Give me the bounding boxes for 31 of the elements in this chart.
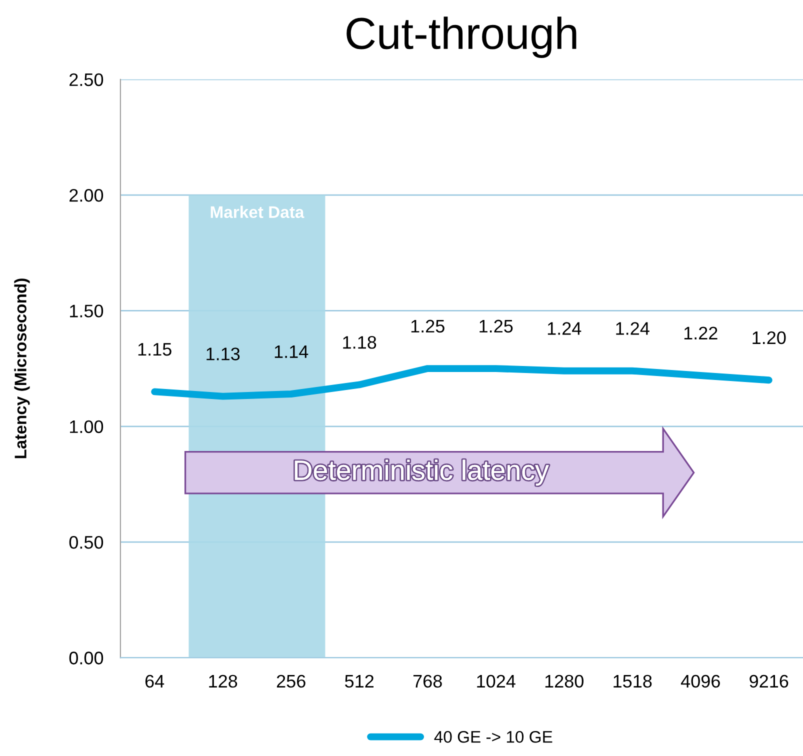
y-tick-label: 2.00 xyxy=(70,188,104,202)
data-label: 1.24 xyxy=(548,322,582,335)
annotation: Deterministic latency xyxy=(294,460,549,486)
x-tick-label: 1280 xyxy=(545,674,584,688)
x-tick-label: 9216 xyxy=(750,674,788,688)
data-label: 1.14 xyxy=(274,345,308,358)
y-tick-label: 0.50 xyxy=(69,536,104,549)
x-tick-label: 4096 xyxy=(680,674,720,688)
x-tick-label: 512 xyxy=(345,674,374,688)
data-label: 1.20 xyxy=(752,331,786,344)
legend-label: 40 GE -> 10 GE xyxy=(434,730,552,743)
x-tick-label: 1024 xyxy=(477,674,516,688)
data-label: 1.15 xyxy=(138,343,172,356)
data-label: 1.25 xyxy=(480,320,513,333)
x-tick-label: 256 xyxy=(276,674,306,688)
x-tick-label: 1518 xyxy=(614,674,652,688)
x-tick-label: 128 xyxy=(209,674,238,688)
x-tick-label: 64 xyxy=(145,674,164,688)
y-tick-label: 2.50 xyxy=(70,73,104,86)
y-tick-label: 0.00 xyxy=(69,652,104,664)
data-label: 1.13 xyxy=(206,348,240,360)
y-axis-title: Latency (Microsecond) xyxy=(14,278,30,458)
data-label: 1.24 xyxy=(616,322,650,335)
band-label: Market Data xyxy=(210,206,304,218)
chart-title: Cut-through xyxy=(346,16,576,58)
y-tick-label: 1.50 xyxy=(70,304,104,318)
data-label: 1.22 xyxy=(684,326,718,340)
data-label: 1.18 xyxy=(343,336,376,349)
x-tick-label: 768 xyxy=(413,674,442,688)
y-tick-label: 1.00 xyxy=(70,420,104,434)
data-label: 1.25 xyxy=(411,320,444,333)
